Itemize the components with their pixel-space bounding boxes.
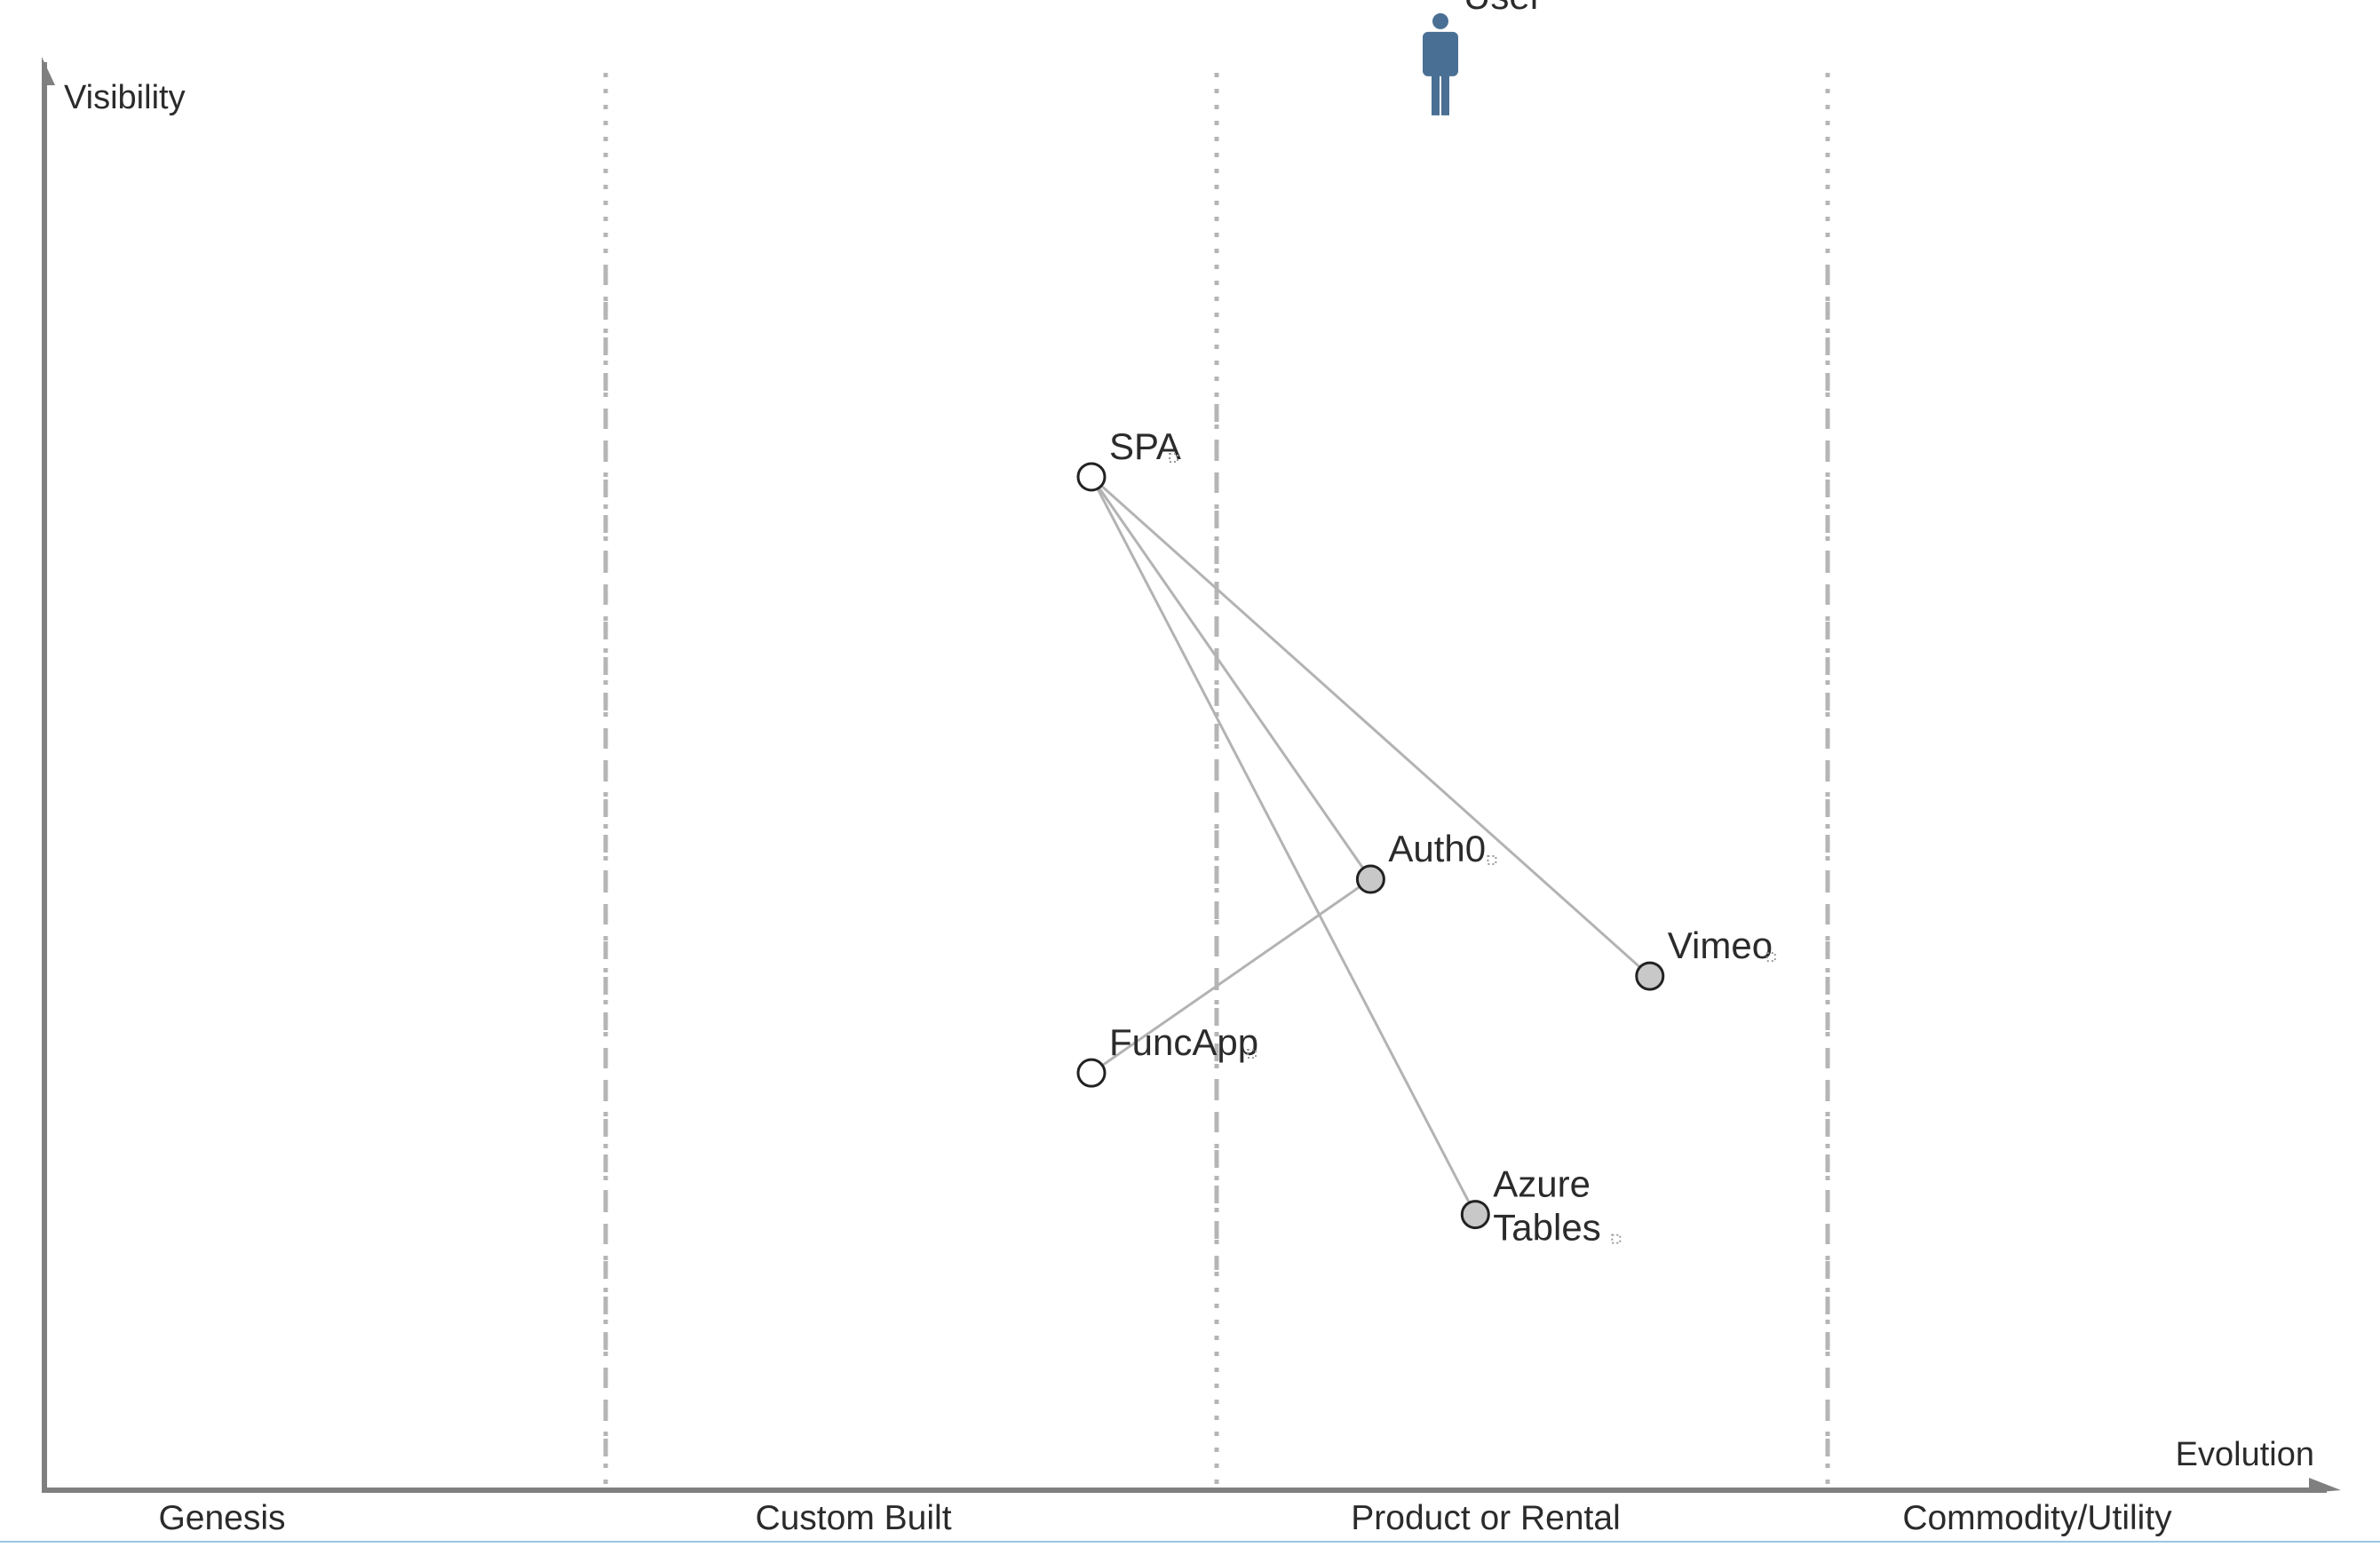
component-label-line: Vimeo [1668, 924, 1773, 966]
user-icon-body [1423, 31, 1458, 76]
component-spa[interactable]: SPA [1076, 425, 1181, 492]
link-spa-azure-tables[interactable] [1090, 476, 1477, 1216]
component-node-auth0[interactable] [1355, 864, 1385, 894]
component-label-auth0[interactable]: Auth0 [1388, 828, 1486, 869]
x-axis-arrowhead [2309, 1478, 2341, 1493]
label-drag-handle[interactable] [1765, 952, 1776, 963]
stage-dividers [603, 73, 1830, 1488]
stage-label-product-or-rental: Product or Rental [1351, 1499, 1621, 1537]
user-icon [1423, 12, 1458, 115]
stage-label-genesis: Genesis [158, 1499, 285, 1537]
anchor-user[interactable]: User [1423, 0, 1543, 115]
component-label-line: FuncApp [1109, 1021, 1258, 1063]
link-spa-auth0[interactable] [1090, 476, 1372, 880]
axes: Visibility Evolution [42, 57, 2341, 1493]
component-node-vimeo[interactable] [1635, 961, 1665, 991]
label-drag-handle[interactable] [1487, 855, 1497, 866]
y-axis-label: Visibility [64, 79, 186, 116]
component-funcapp[interactable]: FuncApp [1076, 1021, 1258, 1088]
component-label-line: Azure [1493, 1163, 1591, 1205]
user-icon-head [1432, 12, 1448, 29]
component-auth0[interactable]: Auth0 [1355, 828, 1497, 894]
user-icon-leg-left [1432, 70, 1440, 115]
component-node-spa[interactable] [1076, 462, 1107, 492]
label-drag-handle[interactable] [1247, 1049, 1257, 1059]
user-icon-leg-right [1441, 70, 1449, 115]
component-label-line: SPA [1109, 425, 1181, 467]
y-axis-arrowhead [42, 57, 55, 85]
stage-label-custom-built: Custom Built [755, 1499, 951, 1537]
label-drag-handle[interactable] [1611, 1234, 1622, 1244]
component-label-azure-tables[interactable]: Azure Tables [1493, 1163, 1600, 1249]
component-azure-tables[interactable]: Azure Tables [1460, 1163, 1622, 1249]
component-label-vimeo[interactable]: Vimeo [1668, 924, 1773, 966]
x-axis-label: Evolution [2176, 1436, 2314, 1473]
component-node-azure-tables[interactable] [1460, 1200, 1490, 1230]
link-funcapp-auth0[interactable] [1091, 877, 1372, 1075]
component-node-funcapp[interactable] [1076, 1058, 1107, 1088]
label-drag-handle[interactable] [1169, 452, 1178, 463]
component-label-line: Auth0 [1388, 828, 1486, 869]
component-label-funcapp[interactable]: FuncApp [1109, 1021, 1258, 1063]
component-links [1090, 475, 1651, 1216]
component-label-spa[interactable]: SPA [1109, 425, 1181, 467]
component-vimeo[interactable]: Vimeo [1635, 924, 1776, 991]
components: SPA Auth0 Vimeo FuncApp Azure Tables [1076, 425, 1776, 1249]
link-spa-vimeo[interactable] [1091, 475, 1651, 978]
component-label-line: Tables [1493, 1207, 1600, 1249]
stage-label-commodity-utility: Commodity/Utility [1902, 1499, 2172, 1537]
anchor-label: User [1464, 0, 1543, 17]
stage-labels: Genesis Custom Built Product or Rental C… [158, 1499, 2172, 1537]
